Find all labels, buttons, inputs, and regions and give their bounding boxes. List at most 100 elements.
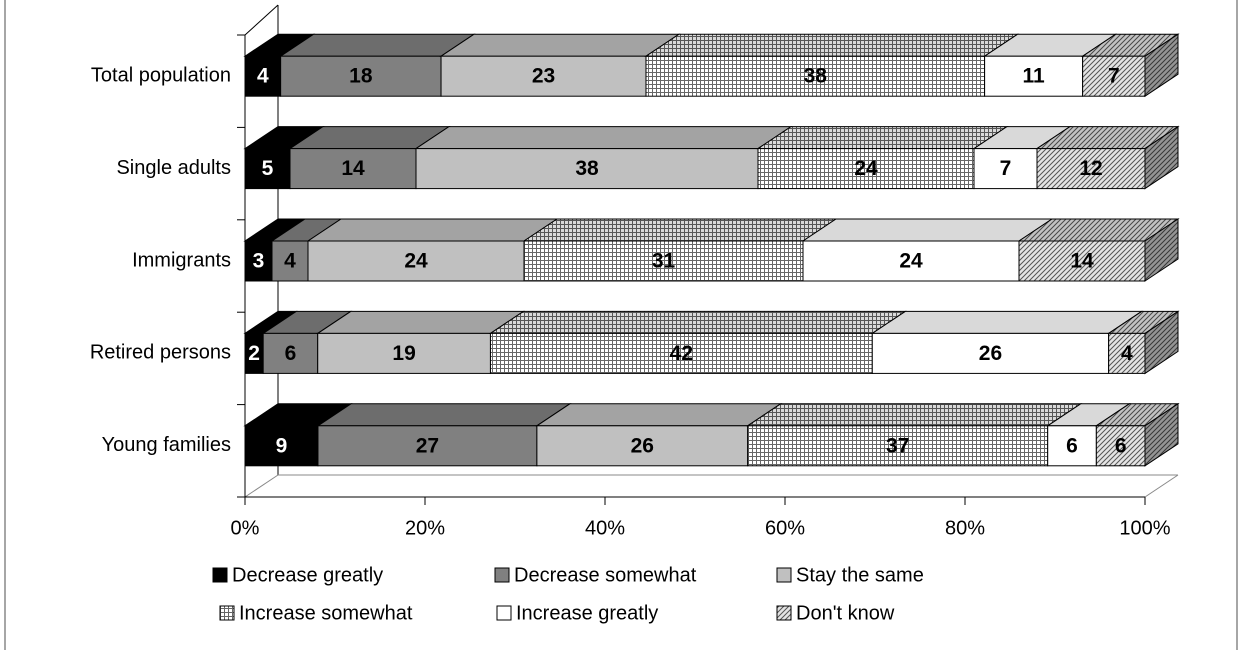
bar bbox=[871, 332, 1110, 374]
value-label: 6 bbox=[1066, 434, 1078, 457]
value-label: 4 bbox=[284, 250, 296, 273]
value-label: 11 bbox=[1023, 65, 1046, 88]
wall-edge bbox=[244, 4, 279, 36]
bar bbox=[280, 55, 442, 97]
bar-side-shade bbox=[1145, 126, 1178, 189]
bar-top-shade bbox=[280, 34, 475, 57]
bar-top-shade bbox=[1047, 403, 1130, 426]
bar bbox=[489, 332, 873, 374]
legend-label: Decrease somewhat bbox=[514, 564, 697, 586]
bar bbox=[1036, 148, 1146, 190]
bar bbox=[1047, 425, 1097, 467]
value-label: 38 bbox=[575, 157, 599, 180]
bar-top-shade bbox=[1037, 126, 1178, 149]
value-label: 2 bbox=[248, 342, 260, 365]
bar bbox=[757, 148, 975, 190]
value-label: 4 bbox=[257, 65, 269, 88]
x-tick-label: 80% bbox=[945, 517, 985, 539]
value-label: 18 bbox=[349, 65, 373, 88]
bar-side bbox=[1144, 33, 1179, 98]
bar bbox=[317, 425, 538, 467]
bar bbox=[645, 55, 986, 97]
bar-top-shade bbox=[441, 34, 679, 57]
bar-side-shade bbox=[1145, 403, 1178, 466]
bar-top-shade bbox=[536, 403, 781, 426]
value-label: 19 bbox=[392, 342, 415, 365]
value-label: 38 bbox=[804, 65, 828, 88]
value-label: 24 bbox=[854, 157, 878, 180]
bar-top-shade bbox=[308, 219, 557, 241]
bar bbox=[244, 425, 319, 467]
bar-top-shade bbox=[1082, 34, 1178, 57]
x-tick-label: 100% bbox=[1119, 517, 1170, 539]
legend-swatch bbox=[219, 605, 235, 621]
bar-top-shade bbox=[263, 311, 351, 334]
bar-top-shade bbox=[245, 219, 305, 241]
category-label: Immigrants bbox=[132, 249, 231, 271]
bar bbox=[536, 425, 749, 467]
x-tick-label: 40% bbox=[585, 517, 625, 539]
bar-top-shade bbox=[974, 126, 1070, 149]
bar-top-shade bbox=[1019, 219, 1178, 241]
value-label: 31 bbox=[652, 250, 676, 273]
value-label: 37 bbox=[886, 434, 909, 457]
bar bbox=[289, 148, 417, 190]
bar-top-shade bbox=[272, 219, 341, 241]
category-label: Retired persons bbox=[90, 342, 231, 364]
value-label: 5 bbox=[262, 157, 274, 180]
value-label: 24 bbox=[404, 250, 428, 273]
legend-swatch bbox=[776, 605, 792, 621]
legend-label: Decrease greatly bbox=[232, 564, 383, 586]
bar-top-shade bbox=[245, 403, 351, 426]
bar-top-shade bbox=[758, 126, 1007, 149]
bar-top-shade bbox=[645, 34, 1018, 57]
value-label: 12 bbox=[1079, 157, 1102, 180]
value-label: 4 bbox=[1121, 342, 1133, 365]
value-label: 6 bbox=[1115, 434, 1127, 457]
legend-swatch bbox=[776, 567, 792, 583]
value-label: 7 bbox=[1108, 65, 1120, 88]
legend-swatch bbox=[494, 567, 510, 583]
legend-swatch bbox=[212, 567, 228, 583]
value-label: 26 bbox=[979, 342, 1002, 365]
value-label: 9 bbox=[276, 434, 288, 457]
value-label: 42 bbox=[670, 342, 693, 365]
legend-label: Increase somewhat bbox=[239, 602, 413, 624]
bar-side bbox=[1144, 218, 1179, 282]
category-label: Single adults bbox=[116, 157, 231, 179]
category-label: Total population bbox=[91, 64, 231, 86]
value-label: 3 bbox=[253, 250, 265, 273]
bar-side bbox=[1144, 125, 1179, 190]
legend-label: Stay the same bbox=[796, 564, 924, 586]
value-label: 14 bbox=[341, 157, 365, 180]
x-tick-label: 20% bbox=[405, 517, 445, 539]
bar-top-shade bbox=[872, 311, 1142, 334]
bar-top-shade bbox=[984, 34, 1116, 57]
value-label: 24 bbox=[899, 250, 923, 273]
value-label: 23 bbox=[532, 65, 555, 88]
bar-top-shade bbox=[416, 126, 791, 149]
bar bbox=[1095, 425, 1146, 467]
legend-label: Don't know bbox=[796, 602, 895, 624]
value-label: 26 bbox=[631, 434, 654, 457]
bar bbox=[1108, 332, 1146, 374]
value-label: 27 bbox=[416, 434, 439, 457]
x-tick-label: 0% bbox=[231, 517, 260, 539]
frame bbox=[4, 0, 1238, 650]
bar bbox=[747, 425, 1049, 467]
bar-top-shade bbox=[245, 311, 297, 334]
bar-top-shade bbox=[290, 126, 449, 149]
bar-side bbox=[1144, 310, 1179, 375]
bar-top-shade bbox=[803, 219, 1052, 241]
floor-left bbox=[244, 474, 279, 498]
x-tick-label: 60% bbox=[765, 517, 805, 539]
legend-label: Increase greatly bbox=[516, 602, 658, 624]
category-label: Young families bbox=[102, 434, 231, 456]
bar-top-shade bbox=[245, 126, 323, 149]
bar-top-shade bbox=[245, 34, 314, 57]
value-label: 14 bbox=[1070, 250, 1094, 273]
legend-swatch bbox=[496, 605, 512, 621]
bar-side-shade bbox=[1145, 34, 1178, 97]
bar-top-shade bbox=[1096, 403, 1178, 426]
